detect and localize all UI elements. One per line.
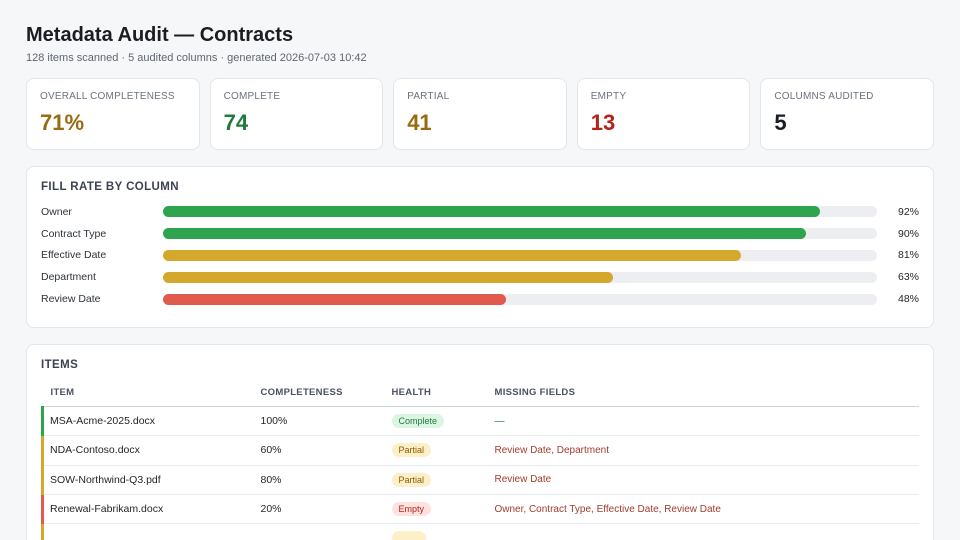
health-badge (391, 531, 426, 540)
fill-bar-track (163, 293, 877, 305)
column-header-item[interactable]: ITEM (42, 387, 253, 407)
fill-row-owner: Owner 92% (41, 201, 919, 223)
health-cell: Partial (383, 465, 487, 495)
item-name-cell[interactable]: SOW-Northwind-Q3.pdf (41, 465, 253, 495)
fill-bar-track (163, 249, 877, 261)
health-badge: Partial (391, 472, 432, 487)
completeness-cell: 100% (252, 406, 384, 437)
stat-card-partial: PARTIAL 41 (393, 78, 567, 150)
fill-row-percent: 48% (897, 293, 919, 306)
health-badge: Partial (391, 443, 432, 458)
fill-row-effective-date: Effective Date 81% (41, 245, 919, 267)
item-name-cell[interactable]: MSA-Acme-2025.docx (41, 406, 253, 437)
fill-bar (163, 249, 742, 261)
fill-rate-card: FILL RATE BY COLUMN Owner 92% Contract T… (26, 166, 934, 328)
completeness-cell: 80% (252, 465, 384, 495)
health-badge: Complete (391, 414, 445, 429)
fill-row-percent: 63% (897, 271, 919, 284)
health-cell (383, 523, 487, 540)
fill-row-department: Department 63% (41, 266, 919, 288)
column-header-missing-fields[interactable]: MISSING FIELDS (486, 387, 919, 407)
stat-label: COLUMNS AUDITED (774, 91, 874, 102)
missing-fields-cell: — (486, 406, 919, 437)
stat-value: 41 (407, 110, 432, 135)
health-cell: Empty (383, 494, 487, 525)
health-cell: Complete (383, 406, 487, 437)
fill-rate-title: FILL RATE BY COLUMN (41, 181, 179, 193)
fill-bar-track (163, 206, 877, 218)
stat-label: COMPLETE (223, 91, 281, 102)
page-subtitle: 128 items scanned · 5 audited columns · … (26, 52, 367, 64)
items-header-row: ITEM COMPLETENESS HEALTH MISSING FIELDS (42, 387, 919, 407)
fill-row-percent: 92% (897, 205, 919, 218)
stats-row: OVERALL COMPLETENESS 71% COMPLETE 74 PAR… (26, 78, 934, 150)
stat-card-complete: COMPLETE 74 (209, 78, 384, 150)
item-name-cell[interactable]: NDA-Contoso.docx (41, 435, 253, 466)
completeness-cell: 20% (252, 494, 384, 525)
fill-row-percent: 81% (897, 249, 919, 262)
stat-card-columns-audited: COLUMNS AUDITED 5 (760, 78, 934, 150)
table-row[interactable]: MSA-Acme-2025.docx 100% Complete — (41, 406, 919, 437)
fill-row-label: Owner (41, 205, 72, 218)
stat-value: 71% (40, 110, 85, 135)
fill-row-review-date: Review Date 48% (41, 288, 919, 310)
health-cell: Partial (383, 435, 487, 466)
fill-row-label: Department (41, 271, 96, 284)
missing-fields-cell: Review Date (486, 465, 919, 495)
column-header-completeness[interactable]: COMPLETENESS (252, 387, 384, 407)
missing-fields-cell (486, 523, 919, 540)
page-title: Metadata Audit — Contracts (26, 24, 294, 46)
table-row[interactable] (41, 523, 919, 540)
fill-bar (163, 293, 506, 305)
stat-label: EMPTY (590, 91, 627, 102)
stat-card-overall-completeness: OVERALL COMPLETENESS 71% (26, 78, 200, 150)
fill-bar (163, 206, 820, 218)
item-name-cell[interactable] (41, 523, 253, 540)
missing-fields-cell: Review Date, Department (486, 435, 919, 466)
fill-row-label: Effective Date (41, 249, 107, 262)
fill-row-label: Contract Type (41, 227, 107, 240)
stat-value: 5 (774, 110, 787, 135)
items-card: ITEMS ITEM COMPLETENESS HEALTH MISSING F… (26, 344, 934, 540)
table-row[interactable]: SOW-Northwind-Q3.pdf 80% Partial Review … (41, 465, 919, 495)
fill-rate-list: Owner 92% Contract Type 90% Effective Da… (41, 201, 919, 310)
items-title: ITEMS (41, 359, 79, 371)
fill-bar-track (163, 228, 877, 240)
completeness-cell (252, 523, 384, 540)
stat-value: 74 (223, 110, 249, 135)
table-row[interactable]: Renewal-Fabrikam.docx 20% Empty Owner, C… (41, 494, 919, 525)
stat-label: OVERALL COMPLETENESS (40, 91, 175, 102)
fill-bar (163, 228, 806, 240)
stat-card-empty: EMPTY 13 (576, 78, 751, 150)
missing-fields-cell: Owner, Contract Type, Effective Date, Re… (486, 494, 919, 525)
table-row[interactable]: NDA-Contoso.docx 60% Partial Review Date… (41, 435, 919, 466)
column-header-health[interactable]: HEALTH (383, 387, 487, 407)
fill-row-contract-type: Contract Type 90% (41, 223, 919, 245)
item-name-cell[interactable]: Renewal-Fabrikam.docx (41, 494, 253, 525)
health-badge: Empty (391, 502, 432, 517)
fill-bar (163, 271, 613, 283)
completeness-cell: 60% (252, 435, 384, 466)
stat-label: PARTIAL (407, 91, 450, 102)
stat-value: 13 (590, 110, 616, 135)
fill-row-label: Review Date (41, 293, 101, 306)
items-table: ITEM COMPLETENESS HEALTH MISSING FIELDS … (41, 387, 919, 540)
fill-bar-track (163, 271, 877, 283)
fill-row-percent: 90% (897, 227, 919, 240)
